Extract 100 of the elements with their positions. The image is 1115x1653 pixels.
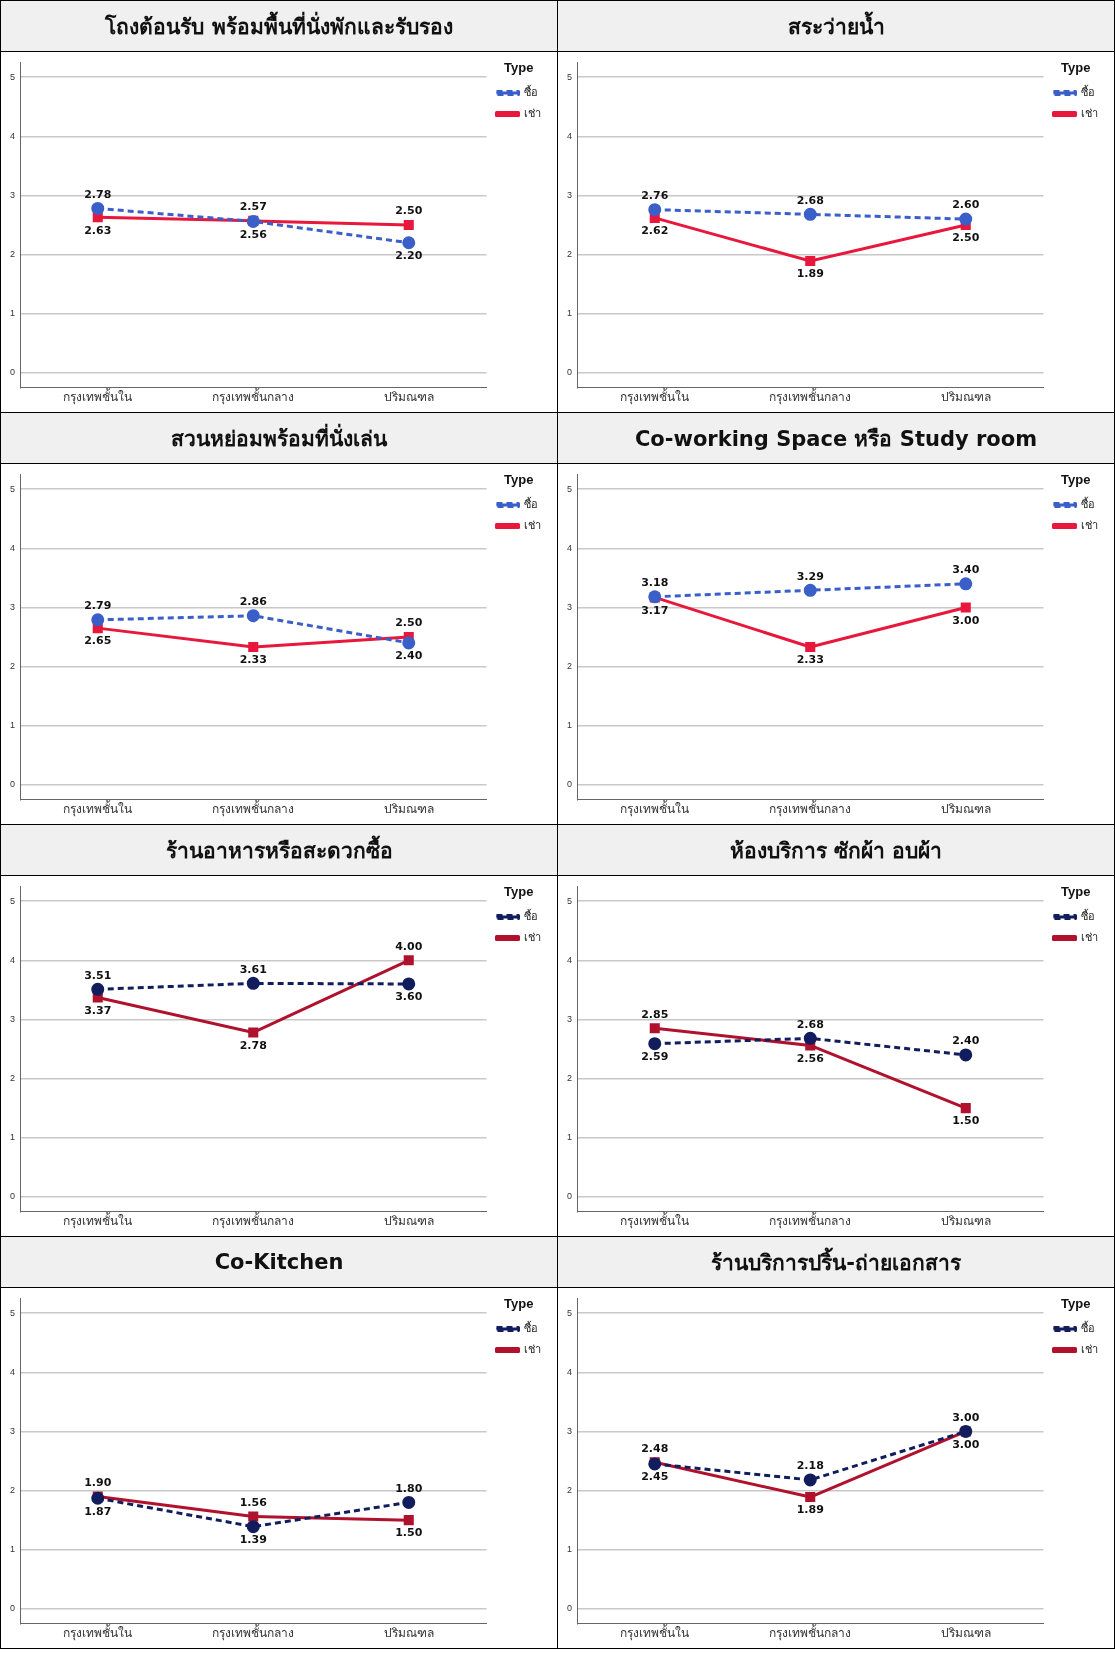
y-tick-label: 5 (566, 483, 573, 494)
y-tick-label: 4 (9, 130, 16, 141)
data-label: 2.85 (641, 1007, 669, 1021)
legend-label: ซื้อ (524, 908, 538, 923)
data-label: 3.00 (952, 1437, 980, 1451)
data-label: 1.39 (239, 1532, 267, 1546)
y-tick-label: 0 (9, 1603, 16, 1614)
y-tick-label: 2 (9, 1073, 16, 1084)
y-tick-label: 2 (9, 661, 16, 672)
y-tick-label: 0 (566, 367, 573, 378)
data-label: 2.86 (239, 595, 268, 609)
y-tick-label: 5 (9, 895, 16, 906)
x-tick-label: กรุงเทพชั้นใน (63, 800, 133, 818)
data-label: 1.90 (84, 1475, 112, 1489)
legend-label: เช่า (524, 931, 541, 944)
data-label: 2.68 (796, 193, 824, 207)
y-tick-label: 3 (9, 1013, 16, 1024)
y-tick-label: 3 (566, 601, 573, 612)
y-tick-label: 4 (566, 1366, 573, 1377)
y-tick-label: 0 (566, 1191, 573, 1202)
y-tick-label: 1 (566, 308, 573, 319)
y-tick-label: 4 (566, 130, 573, 141)
data-label: 2.18 (796, 1459, 824, 1473)
data-label: 3.17 (641, 603, 669, 617)
data-label: 3.00 (952, 1410, 980, 1424)
data-label: 2.79 (84, 599, 112, 613)
data-label: 2.50 (395, 616, 423, 630)
y-tick-label: 2 (566, 249, 573, 260)
x-tick-label: กรุงเทพชั้นใน (620, 1624, 690, 1642)
legend-label: ซื้อ (524, 1320, 538, 1335)
y-tick-label: 3 (566, 189, 573, 200)
x-tick-label: กรุงเทพชั้นใน (620, 388, 690, 406)
legend-title: Type (1061, 1296, 1091, 1312)
x-tick-label: กรุงเทพชั้นใน (63, 388, 133, 406)
data-label: 2.59 (641, 1050, 669, 1064)
y-tick-label: 1 (9, 1132, 16, 1143)
data-label: 2.50 (952, 231, 980, 245)
data-label: 2.50 (395, 204, 423, 218)
data-label: 3.18 (641, 576, 669, 590)
data-label: 3.00 (952, 613, 980, 627)
y-tick-label: 0 (9, 367, 16, 378)
y-tick-label: 3 (9, 601, 16, 612)
data-label: 3.29 (796, 569, 824, 583)
data-label: 3.61 (239, 962, 267, 976)
y-tick-label: 0 (9, 779, 16, 790)
y-tick-label: 1 (9, 720, 16, 731)
x-tick-label: ปริมณฑล (940, 1626, 991, 1641)
y-tick-label: 5 (566, 1307, 573, 1318)
x-tick-label: กรุงเทพชั้นกลาง (212, 1212, 295, 1230)
legend-title: Type (1061, 884, 1091, 900)
data-label: 1.50 (952, 1114, 980, 1128)
y-tick-label: 1 (566, 1132, 573, 1143)
legend-label: ซื้อ (1081, 496, 1095, 511)
x-tick-label: ปริมณฑล (940, 390, 991, 405)
y-tick-label: 5 (9, 71, 16, 82)
y-tick-label: 5 (9, 483, 16, 494)
y-tick-label: 2 (566, 1485, 573, 1496)
y-tick-label: 3 (566, 1013, 573, 1024)
y-tick-label: 1 (566, 720, 573, 731)
chart-title: Co-Kitchen (1, 1237, 557, 1288)
x-tick-label: กรุงเทพชั้นกลาง (769, 1624, 852, 1642)
x-tick-label: ปริมณฑล (383, 390, 434, 405)
data-label: 2.62 (641, 224, 669, 238)
chart-title: Co-working Space หรือ Study room (558, 413, 1114, 464)
data-label: 1.89 (796, 1503, 824, 1517)
legend-title: Type (504, 1296, 534, 1312)
chart-title: ร้านบริการปริ้น-ถ่ายเอกสาร (558, 1237, 1114, 1288)
x-tick-label: ปริมณฑล (383, 802, 434, 817)
x-tick-label: กรุงเทพชั้นกลาง (769, 1212, 852, 1230)
legend-label: เช่า (524, 107, 541, 120)
legend-title: Type (504, 884, 534, 900)
x-tick-label: ปริมณฑล (940, 802, 991, 817)
x-tick-label: กรุงเทพชั้นใน (620, 800, 690, 818)
y-tick-label: 4 (9, 1366, 16, 1377)
legend-label: ซื้อ (524, 84, 538, 99)
y-tick-label: 3 (9, 189, 16, 200)
chart-title: โถงต้อนรับ พร้อมพื้นที่นั่งพักและรับรอง (1, 1, 557, 52)
data-label: 2.63 (84, 223, 112, 237)
legend-label: ซื้อ (1081, 908, 1095, 923)
x-tick-label: กรุงเทพชั้นใน (620, 1212, 690, 1230)
data-label: 1.80 (395, 1481, 423, 1495)
y-tick-label: 4 (9, 542, 16, 553)
data-label: 2.33 (239, 653, 267, 667)
data-label: 2.57 (239, 200, 267, 214)
y-tick-label: 4 (566, 542, 573, 553)
chart-title: ร้านอาหารหรือสะดวกซื้อ (1, 825, 557, 876)
y-tick-label: 5 (9, 1307, 16, 1318)
y-tick-label: 5 (566, 895, 573, 906)
chart-title: สระว่ายน้ำ (558, 1, 1114, 52)
y-tick-label: 2 (9, 249, 16, 260)
data-label: 2.76 (641, 188, 669, 202)
y-tick-label: 0 (9, 1191, 16, 1202)
x-tick-label: กรุงเทพชั้นใน (63, 1212, 133, 1230)
data-label: 3.40 (952, 563, 980, 577)
x-tick-label: กรุงเทพชั้นกลาง (212, 800, 295, 818)
x-tick-label: ปริมณฑล (383, 1626, 434, 1641)
data-label: 2.40 (395, 649, 423, 663)
x-tick-label: ปริมณฑล (940, 1214, 991, 1229)
data-label: 2.45 (641, 1470, 669, 1484)
data-label: 2.65 (84, 634, 112, 648)
